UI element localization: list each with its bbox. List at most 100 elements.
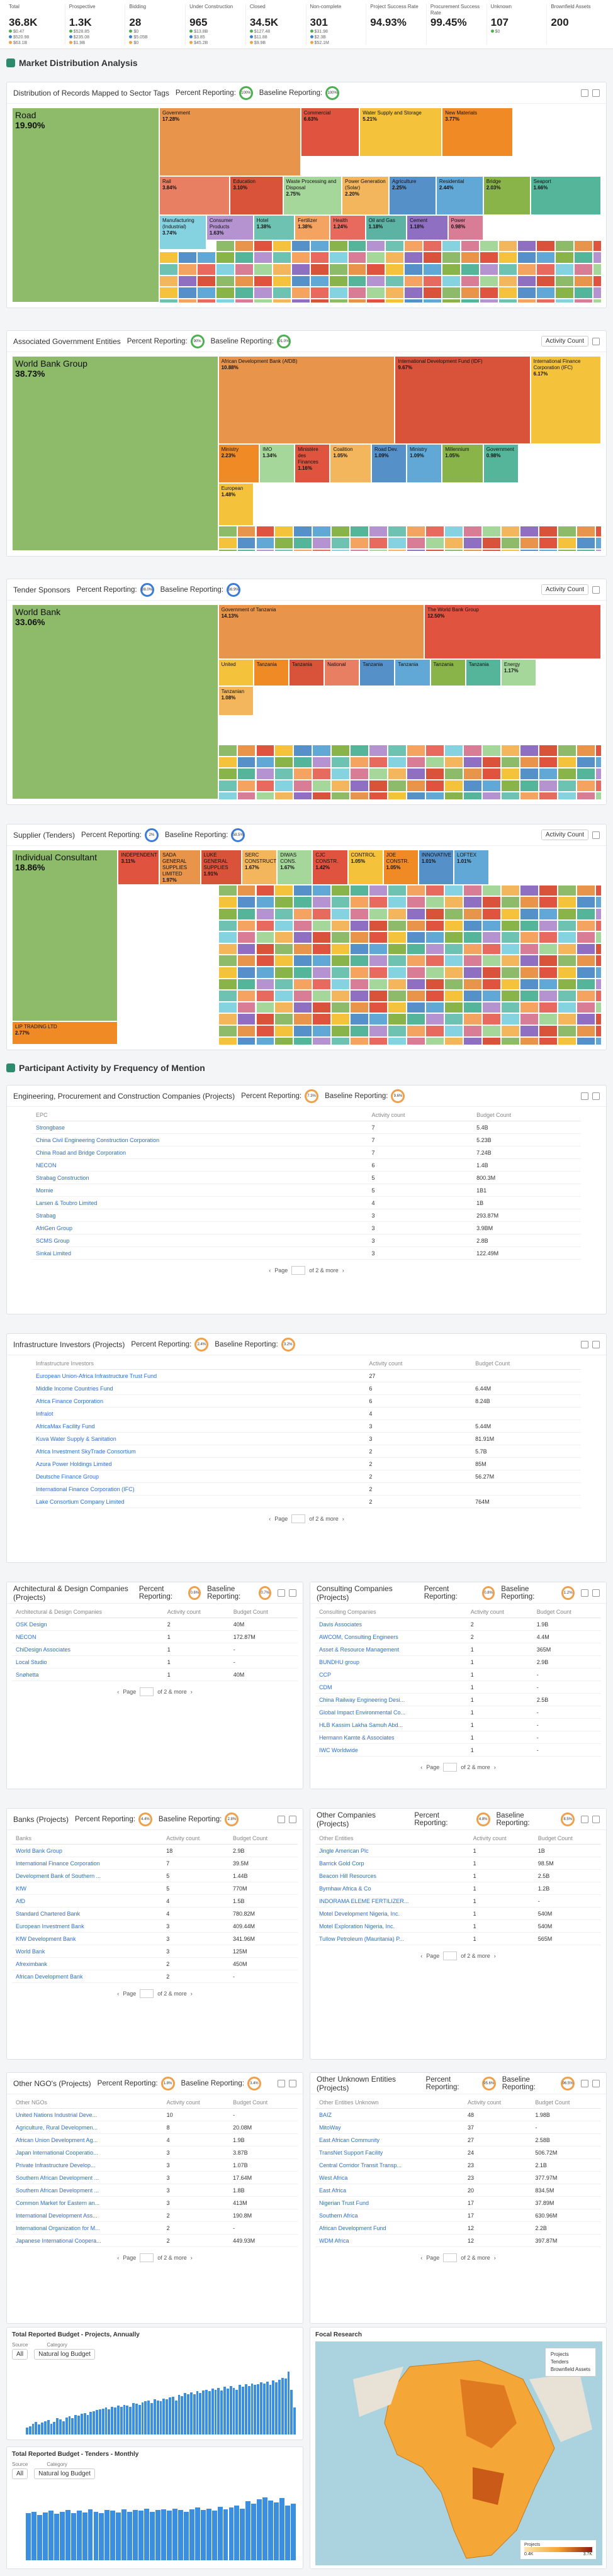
budget-bar[interactable] — [239, 2385, 242, 2434]
treemap-cell[interactable]: Seaport 1.66% — [530, 175, 601, 215]
treemap-small-cell[interactable] — [519, 1001, 539, 1014]
budget-bar[interactable] — [257, 2499, 262, 2560]
budget-bar[interactable] — [262, 2497, 268, 2560]
treemap-small-cell[interactable] — [312, 1036, 332, 1045]
treemap-small-cell[interactable] — [595, 908, 601, 920]
treemap-small-cell[interactable] — [388, 943, 407, 955]
treemap-small-cell[interactable] — [500, 955, 520, 967]
treemap-small-cell[interactable] — [369, 931, 388, 943]
budget-bar[interactable] — [275, 2382, 278, 2434]
treemap-small-cell[interactable] — [538, 1025, 558, 1037]
treemap-small-cell[interactable] — [595, 931, 601, 943]
treemap-small-cell[interactable] — [481, 525, 501, 538]
treemap-small-cell[interactable] — [291, 264, 310, 275]
treemap-small-cell[interactable] — [557, 756, 576, 769]
treemap-small-cell[interactable] — [388, 967, 407, 979]
budget-bar[interactable] — [62, 2421, 65, 2434]
treemap-small-cell[interactable] — [293, 896, 313, 908]
treemap-small-cell[interactable] — [538, 756, 558, 769]
treemap-small-cell[interactable] — [480, 264, 499, 275]
treemap-small-cell[interactable] — [369, 1001, 388, 1014]
budget-bar[interactable] — [50, 2423, 53, 2434]
treemap-small-cell[interactable] — [256, 1025, 275, 1037]
treemap-small-cell[interactable] — [557, 955, 576, 967]
budget-bar[interactable] — [205, 2389, 208, 2434]
treemap-small-cell[interactable] — [331, 525, 351, 538]
treemap-small-cell[interactable] — [407, 908, 426, 920]
treemap-small-cell[interactable] — [274, 1036, 294, 1045]
treemap-small-cell[interactable] — [331, 537, 351, 549]
treemap-small-cell[interactable] — [538, 884, 558, 897]
treemap-small-cell[interactable] — [425, 1025, 444, 1037]
budget-bar[interactable] — [274, 2502, 279, 2560]
budget-bar[interactable] — [80, 2414, 83, 2434]
table-icon[interactable] — [581, 2079, 589, 2087]
treemap-small-cell[interactable] — [444, 780, 463, 792]
budget-bar[interactable] — [262, 2383, 266, 2434]
treemap-small-cell[interactable] — [218, 955, 237, 967]
activity-dropdown[interactable]: Activity Count — [541, 336, 588, 347]
treemap-small-cell[interactable] — [253, 240, 273, 252]
treemap-small-cell[interactable] — [576, 967, 595, 979]
budget-bar[interactable] — [161, 2509, 166, 2560]
stat-3[interactable]: Under Construction 965 $13.8B $3.85 $45.2B — [187, 4, 246, 45]
treemap-small-cell[interactable] — [481, 908, 501, 920]
budget-bar[interactable] — [133, 2510, 138, 2560]
table-row[interactable]: Middle Income Countries Fund 6 6.44M — [32, 1382, 581, 1395]
budget-bar[interactable] — [206, 2508, 211, 2560]
treemap-small-cell[interactable] — [274, 908, 294, 920]
treemap-small-cell[interactable] — [291, 240, 310, 252]
treemap-small-cell[interactable] — [274, 943, 294, 955]
table-row[interactable]: West Africa 23 377.97M — [315, 2171, 601, 2184]
treemap-small-cell[interactable] — [404, 240, 424, 252]
treemap-small-cell[interactable] — [481, 978, 501, 991]
treemap-small-cell[interactable] — [444, 1001, 463, 1014]
table-row[interactable]: HLB Kassim Lakha Samuh Abd... 1- — [315, 1718, 601, 1731]
treemap-small-cell[interactable] — [369, 896, 388, 908]
table-icon[interactable] — [581, 1589, 588, 1597]
budget-bar[interactable] — [247, 2385, 250, 2434]
treemap-small-cell[interactable] — [592, 264, 601, 275]
budget-bar[interactable] — [59, 2511, 65, 2560]
treemap-cell[interactable]: Tanzania — [430, 658, 466, 687]
treemap-small-cell[interactable] — [331, 978, 351, 991]
treemap-small-cell[interactable] — [369, 537, 388, 549]
treemap-small-cell[interactable] — [369, 967, 388, 979]
treemap-small-cell[interactable] — [312, 791, 332, 799]
table-row[interactable]: African Union Development Ag... 4 1.9B — [12, 2133, 298, 2146]
budget-bar[interactable] — [153, 2399, 156, 2434]
treemap-small-cell[interactable] — [256, 756, 275, 769]
budget-bar[interactable] — [101, 2408, 104, 2434]
treemap-small-cell[interactable] — [425, 745, 444, 757]
treemap-cell[interactable]: Hotel 1.38% — [253, 214, 295, 240]
treemap-small-cell[interactable] — [350, 990, 369, 1002]
budget-bar[interactable] — [211, 2511, 217, 2560]
treemap-small-cell[interactable] — [312, 768, 332, 780]
treemap-small-cell[interactable] — [272, 240, 291, 252]
treemap-cell[interactable]: Government of Tanzania 14.13% — [218, 604, 425, 659]
treemap-small-cell[interactable] — [331, 1013, 351, 1025]
treemap-cell[interactable]: Tanzania — [395, 658, 430, 687]
treemap-small-cell[interactable] — [256, 745, 275, 757]
treemap-cell[interactable]: LOFTEX 1.01% — [454, 850, 490, 885]
treemap-small-cell[interactable] — [538, 1001, 558, 1014]
treemap-small-cell[interactable] — [498, 264, 518, 275]
treemap-small-cell[interactable] — [218, 1013, 237, 1025]
budget-bar[interactable] — [71, 2418, 74, 2434]
budget-bar[interactable] — [89, 2412, 93, 2434]
treemap-small-cell[interactable] — [444, 1013, 463, 1025]
treemap-small-cell[interactable] — [237, 537, 256, 549]
table-row[interactable]: WDM Africa 12 397.87M — [315, 2234, 601, 2247]
treemap-small-cell[interactable] — [407, 756, 426, 769]
table-row[interactable]: IWC Worldwide 1- — [315, 1743, 601, 1757]
budget-bar[interactable] — [87, 2509, 93, 2560]
treemap-small-cell[interactable] — [388, 990, 407, 1002]
treemap-small-cell[interactable] — [218, 745, 237, 757]
treemap-small-cell[interactable] — [369, 768, 388, 780]
stat-7[interactable]: Procurement Success Rate 99.45% — [428, 4, 487, 45]
treemap-small-cell[interactable] — [350, 896, 369, 908]
treemap-small-cell[interactable] — [291, 298, 310, 303]
treemap-small-cell[interactable] — [519, 1013, 539, 1025]
budget-bar[interactable] — [202, 2390, 205, 2434]
treemap-small-cell[interactable] — [215, 252, 235, 264]
